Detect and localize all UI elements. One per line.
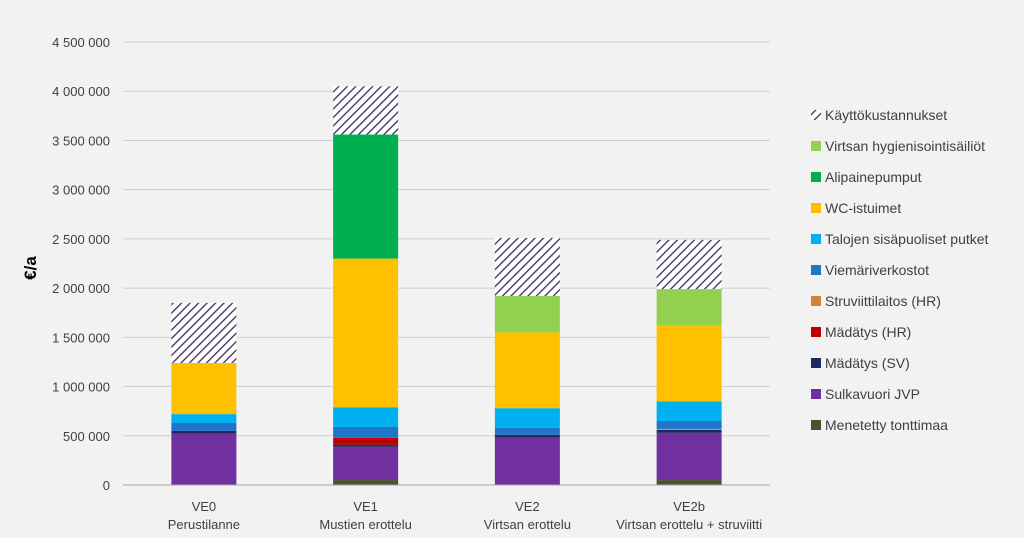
bar-segment [494,295,560,333]
y-tick-label: 1 500 000 [52,330,110,345]
bar-segment [171,422,237,431]
bar-segment [494,408,560,428]
bar-segment [333,258,399,408]
bar-segment [333,437,399,445]
x-axis-ticks: VE0 Perustilanne VE1 Mustien erottelu VE2 Vir… [168,499,763,532]
y-tick-label: 500 000 [63,429,110,444]
bar-segment [656,325,722,402]
bar-segment [171,433,237,485]
legend-label: WC-istuimet [825,200,901,216]
x-tick-sublabel: Virtsan erottelu [484,517,571,532]
bar-segment [333,407,399,427]
bar-segment [494,427,560,435]
x-tick-label: VE0 [192,499,217,514]
bar-segment [494,332,560,409]
x-tick-label: VE1 [353,499,378,514]
y-axis-label: €/a [21,256,40,280]
bar-segment [656,428,722,430]
bar-segment [656,239,722,290]
bar-segment [171,430,237,434]
bar-segment [333,480,399,485]
x-tick-label: VE2 [515,499,540,514]
legend-swatch [811,110,821,120]
x-tick-label: VE2b [673,499,705,514]
y-tick-label: 3 500 000 [52,133,110,148]
legend-label: Alipainepumput [825,169,922,185]
bar-segment [333,446,399,481]
bar-segment [171,302,237,363]
legend-label: Talojen sisäpuoliset putket [825,231,989,247]
legend-label: Struviittilaitos (HR) [825,293,941,309]
legend-swatch [811,296,821,306]
bars [171,86,722,485]
legend-swatch [811,389,821,399]
legend-swatch [811,203,821,213]
y-tick-label: 2 500 000 [52,232,110,247]
y-tick-label: 3 000 000 [52,183,110,198]
legend: Käyttökustannukset Virtsan hygienisointis… [811,107,989,433]
x-tick-sublabel: Virtsan erottelu + struviitti [616,517,762,532]
bar-segment [656,480,722,485]
y-tick-label: 1 000 000 [52,380,110,395]
legend-label: Mädätys (HR) [825,324,911,340]
y-tick-label: 4 000 000 [52,84,110,99]
x-tick-sublabel: Perustilanne [168,517,240,532]
y-tick-label: 2 000 000 [52,281,110,296]
x-tick-sublabel: Mustien erottelu [319,517,412,532]
legend-swatch [811,172,821,182]
bar-segment [333,134,399,259]
bar-segment [171,414,237,423]
y-tick-label: 0 [103,478,110,493]
bar-segment [333,426,399,438]
legend-swatch [811,265,821,275]
y-axis-ticks: 0 500 000 1 000 000 1 500 000 2 000 000 2 500… [52,35,110,493]
legend-swatch [811,327,821,337]
bar-segment [656,289,722,326]
legend-swatch [811,358,821,368]
legend-swatch [811,234,821,244]
legend-label: Virtsan hygienisointisäiliöt [825,138,985,154]
y-tick-label: 4 500 000 [52,35,110,50]
legend-label: Viemäriverkostot [825,262,929,278]
bar-segment [656,432,722,481]
bar-segment [333,86,399,135]
legend-swatch [811,141,821,151]
bar-segment [333,444,399,447]
bar-segment [656,421,722,429]
bar-segment [656,429,722,433]
legend-swatch [811,420,821,430]
bar-segment [494,434,560,438]
bar-segment [656,401,722,422]
legend-label: Menetetty tonttimaa [825,417,948,433]
legend-label: Käyttökustannukset [825,107,947,123]
legend-label: Mädätys (SV) [825,355,910,371]
bar-segment [494,437,560,485]
bar-segment [494,237,560,296]
legend-label: Sulkavuori JVP [825,386,920,402]
bar-segment [171,362,237,415]
